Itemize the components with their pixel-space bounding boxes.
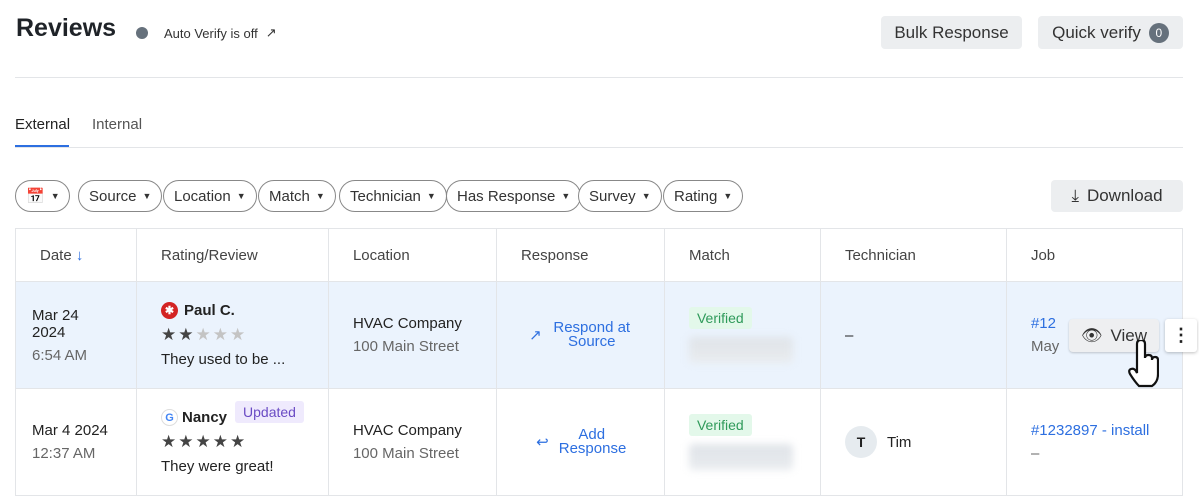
- filter-rating[interactable]: Rating ▼: [663, 180, 744, 212]
- review-date: Mar 24 2024: [32, 306, 79, 341]
- review-date: Mar 4 2024: [32, 422, 108, 439]
- sort-down-icon: ↓: [75, 246, 84, 264]
- add-response-link[interactable]: ↩ Add Response: [536, 426, 627, 457]
- column-rating-review: Rating/Review: [136, 228, 329, 282]
- column-job: Job: [1005, 228, 1184, 282]
- filter-label: Source: [89, 187, 137, 205]
- review-time: 6:54 AM: [32, 346, 88, 364]
- technician-avatar: T: [844, 426, 877, 458]
- filter-technician[interactable]: Technician ▼: [339, 180, 447, 212]
- table-header: Date ↓ Rating/Review Location Response M…: [15, 228, 1184, 282]
- column-location: Location: [327, 228, 497, 282]
- auto-verify-label: Auto Verify is off: [164, 25, 258, 41]
- more-options-icon[interactable]: ⋮: [1164, 319, 1197, 352]
- filter-match[interactable]: Match ▼: [258, 180, 336, 212]
- job-link[interactable]: #12: [1030, 315, 1056, 332]
- quick-verify-button[interactable]: Quick verify 0: [1038, 16, 1183, 49]
- chevron-down-icon: ▼: [236, 191, 246, 201]
- filter-source[interactable]: Source ▼: [78, 180, 163, 212]
- filter-label: Rating: [674, 187, 718, 205]
- verified-badge: Verified: [688, 414, 752, 436]
- review-text: They used to be ...: [161, 351, 286, 368]
- verified-badge: Verified: [688, 307, 752, 329]
- chevron-down-icon: ▼: [315, 191, 325, 201]
- table-row[interactable]: Mar 24 2024 6:54 AM ✱ Paul C. ★★★★★ They u…: [15, 281, 1197, 389]
- location-address: 100 Main Street: [352, 445, 459, 462]
- auto-verify-status-dot: [136, 27, 148, 39]
- job-link[interactable]: #1232897 - install: [1030, 422, 1150, 439]
- reviewer-name: Paul C.: [184, 302, 235, 319]
- column-match: Match: [663, 228, 821, 282]
- respond-at-source-link[interactable]: ↗ Respond at Source: [529, 319, 631, 350]
- reviews-table: Date ↓ Rating/Review Location Response M…: [15, 228, 1197, 496]
- chevron-down-icon: ▼: [641, 191, 651, 201]
- download-icon: ⤓: [1071, 186, 1079, 205]
- reply-icon: ↩: [536, 434, 549, 451]
- eye-icon: 👁: [1080, 325, 1103, 345]
- download-button[interactable]: ⤓ Download: [1051, 180, 1183, 212]
- star-rating: ★★★★★: [161, 432, 248, 451]
- blurred-match-info: [688, 444, 793, 470]
- column-date[interactable]: Date ↓: [15, 228, 137, 282]
- blurred-match-info: [688, 337, 793, 363]
- quick-verify-count: 0: [1148, 22, 1169, 43]
- chevron-down-icon: ▼: [142, 191, 152, 201]
- technician-name: –: [819, 281, 1007, 389]
- download-label: Download: [1086, 186, 1163, 205]
- review-time: 12:37 AM: [32, 445, 96, 462]
- tabs-divider: [15, 147, 1183, 148]
- filter-label: Location: [174, 187, 231, 205]
- tab-internal[interactable]: Internal: [92, 116, 143, 133]
- technician-name: Tim: [886, 433, 912, 451]
- filter-label: Match: [269, 187, 310, 205]
- review-text: They were great!: [161, 458, 274, 475]
- header-divider: [15, 77, 1183, 78]
- chevron-down-icon: ▼: [561, 191, 571, 201]
- calendar-icon: 📅: [26, 188, 45, 205]
- reviewer-name: Nancy: [182, 409, 228, 426]
- filter-location[interactable]: Location ▼: [163, 180, 257, 212]
- filter-label: Technician: [350, 187, 421, 205]
- location-name: HVAC Company: [352, 422, 462, 439]
- active-tab-indicator: [15, 145, 69, 148]
- column-response: Response: [495, 228, 665, 282]
- filter-has-response[interactable]: Has Response ▼: [446, 180, 582, 212]
- auto-verify-link[interactable]: Auto Verify is off ↗: [164, 25, 277, 41]
- bulk-response-button[interactable]: Bulk Response: [881, 16, 1022, 49]
- external-link-icon: ↗: [265, 25, 277, 40]
- google-icon: G: [161, 409, 178, 426]
- column-technician: Technician: [819, 228, 1007, 282]
- table-row[interactable]: Mar 4 2024 12:37 AM G Nancy Updated ★★★★★ T…: [15, 388, 1184, 496]
- hand-cursor-icon: [1128, 340, 1159, 388]
- star-rating: ★★★★★: [161, 325, 248, 344]
- yelp-icon: ✱: [161, 302, 178, 319]
- external-link-icon: ↗: [529, 327, 542, 344]
- chevron-down-icon: ▼: [723, 191, 733, 201]
- page-title: Reviews: [16, 14, 117, 42]
- filter-label: Has Response: [457, 187, 556, 205]
- location-name: HVAC Company: [352, 315, 462, 332]
- quick-verify-label: Quick verify: [1052, 22, 1141, 42]
- chevron-down-icon: ▼: [50, 191, 60, 201]
- job-date: –: [1030, 445, 1040, 462]
- location-address: 100 Main Street: [352, 338, 459, 355]
- job-date: May: [1030, 338, 1060, 355]
- date-filter[interactable]: 📅 ▼: [15, 180, 70, 212]
- chevron-down-icon: ▼: [426, 191, 436, 201]
- tab-external[interactable]: External: [15, 116, 71, 133]
- updated-badge: Updated: [235, 400, 304, 423]
- filter-label: Survey: [589, 187, 636, 205]
- filter-survey[interactable]: Survey ▼: [578, 180, 662, 212]
